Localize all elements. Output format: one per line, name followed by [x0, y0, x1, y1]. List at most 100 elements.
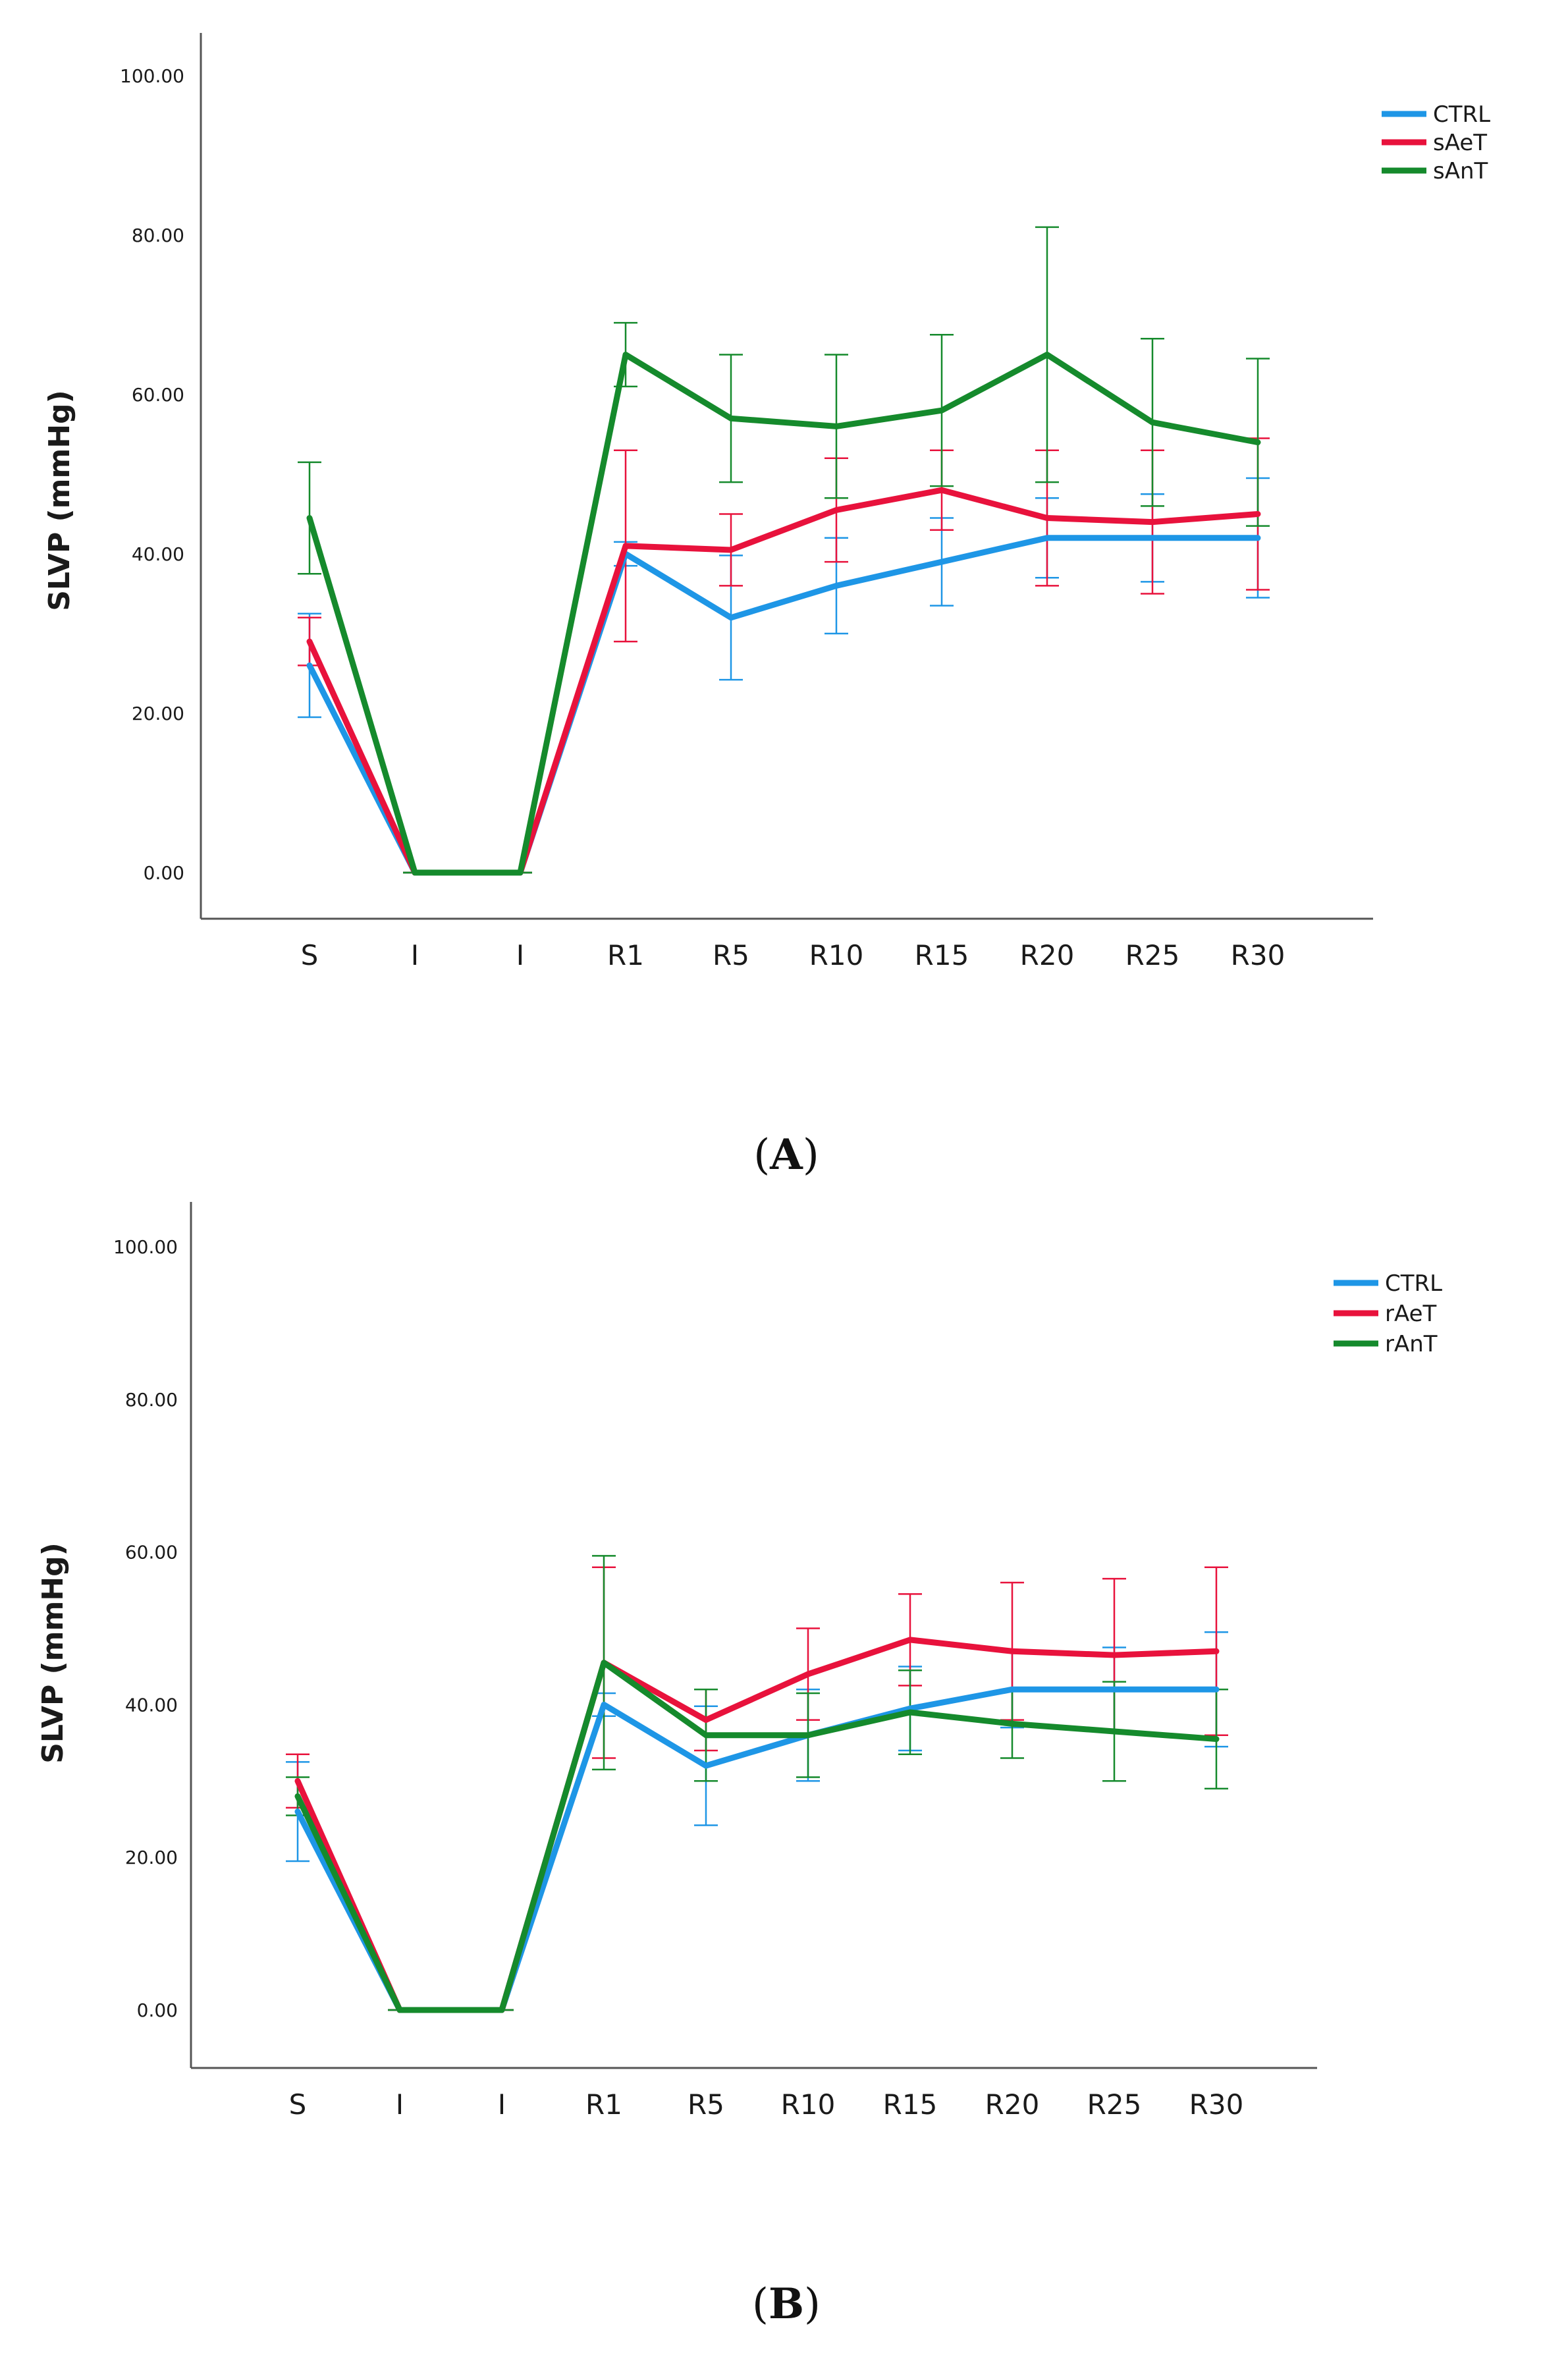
panel-b-x-tick-label: R15 — [883, 2088, 938, 2121]
panel-b-point-rant — [1216, 1738, 1217, 1740]
panel-b-point-raet — [705, 1719, 707, 1721]
panel-a-y-ticks: 0.00 20.00 40.00 60.00 80.00 100.00 — [120, 65, 184, 884]
panel-a-point-sant — [520, 872, 521, 873]
panel-b-legend-label: rAnT — [1385, 1331, 1438, 1357]
panel-b-point-raet — [1012, 1650, 1013, 1652]
panel-a-x-tick-label: S — [301, 939, 319, 971]
panel-a-point-saet — [836, 509, 837, 511]
panel-b-point-raet — [297, 1780, 298, 1782]
panel-b-line-rant — [294, 1660, 1220, 2013]
panel-a-x-tick-label: R10 — [809, 939, 864, 971]
panel-b-series-rant — [286, 1555, 1228, 2011]
panel-a-line-saet — [306, 487, 1261, 876]
panel-b-legend-item: rAeT — [1334, 1301, 1437, 1327]
panel-b-x-tick-label: I — [396, 2088, 404, 2121]
panel-b-point-ctrl — [705, 1765, 707, 1767]
panel-b-caption: (B) — [752, 2279, 821, 2329]
panel-a-point-saet — [625, 545, 626, 547]
panel-a-errorbars-sant — [298, 226, 1270, 874]
panel-a-point-saet — [730, 549, 732, 551]
panel-a-y-tick-label: 80.00 — [132, 225, 184, 246]
panel-a-legend-label: sAnT — [1433, 158, 1488, 184]
panel-a-y-tick-label: 0.00 — [144, 862, 184, 884]
panel-a-point-ctrl — [941, 561, 942, 563]
panel-b-y-axis-label: SLVP (mmHg) — [36, 1542, 70, 1764]
panel-b-errorbars-raet — [286, 1566, 1228, 2011]
panel-a-point-ctrl — [1257, 537, 1258, 539]
panel-b-legend-item: rAnT — [1334, 1331, 1438, 1357]
panel-a-point-sant — [1257, 441, 1258, 443]
panel-b: 0.00 20.00 40.00 60.00 80.00 100.00 S I I R1 R5 R1… — [36, 1202, 1442, 2329]
panel-b-point-ctrl — [297, 1810, 298, 1812]
panel-b-x-tick-label: I — [498, 2088, 506, 2121]
panel-b-line-raet — [294, 1637, 1220, 2013]
panel-a-point-sant — [1046, 354, 1048, 356]
panel-a-caption-letter: A — [769, 1130, 803, 1180]
panel-b-y-tick-label: 20.00 — [125, 1847, 178, 1868]
panel-b-point-rant — [297, 1795, 298, 1797]
panel-b-point-rant — [807, 1734, 809, 1736]
panel-b-point-rant — [501, 2009, 502, 2011]
panel-b-x-tick-label: R30 — [1189, 2088, 1244, 2121]
panel-a-point-saet — [1152, 521, 1153, 523]
panel-a-series-sant — [298, 226, 1270, 874]
panel-a-point-ctrl — [1046, 537, 1048, 539]
panel-b-y-tick-label: 100.00 — [113, 1236, 178, 1258]
panel-b-x-ticks: S I I R1 R5 R10 R15 R20 R25 R30 — [289, 2088, 1244, 2121]
panel-a-errorbars-saet — [298, 437, 1270, 874]
panel-a-x-tick-label: R20 — [1020, 939, 1075, 971]
panel-b-y-tick-label: 0.00 — [137, 1999, 178, 2021]
panel-b-point-raet — [807, 1673, 809, 1675]
panel-b-point-ctrl — [1216, 1689, 1217, 1691]
panel-b-point-ctrl — [603, 1704, 605, 1706]
panel-b-y-ticks: 0.00 20.00 40.00 60.00 80.00 100.00 — [113, 1236, 178, 2021]
panel-b-y-tick-label: 80.00 — [125, 1389, 178, 1411]
panel-b-x-tick-label: S — [289, 2088, 307, 2121]
panel-a-point-ctrl — [309, 665, 310, 666]
panel-a-x-tick-label: R30 — [1231, 939, 1285, 971]
panel-a-point-sant — [309, 517, 310, 519]
panel-b-point-rant — [603, 1662, 605, 1664]
panel-b-x-tick-label: R10 — [781, 2088, 836, 2121]
panel-b-y-tick-label: 40.00 — [125, 1694, 178, 1716]
panel-a-line-sant — [306, 352, 1261, 876]
panel-b-point-rant — [1012, 1723, 1013, 1725]
panel-b-legend: CTRL rAeT rAnT — [1334, 1270, 1442, 1357]
panel-b-point-raet — [1114, 1654, 1115, 1656]
panel-a-point-ctrl — [1152, 537, 1153, 539]
panel-a-point-ctrl — [836, 585, 837, 587]
panel-a-x-tick-label: R5 — [713, 939, 749, 971]
panel-a-x-tick-label: I — [516, 939, 524, 971]
panel-a-x-ticks: S I I R1 R5 R10 R15 R20 R25 R30 — [301, 939, 1285, 971]
panel-a-line-ctrl — [306, 535, 1261, 876]
panel-b-x-tick-label: R1 — [585, 2088, 622, 2121]
panel-a-caption: (A) — [753, 1130, 819, 1180]
panel-a-x-tick-label: R15 — [915, 939, 969, 971]
panel-a-point-saet — [1257, 513, 1258, 515]
panel-b-point-rant — [1114, 1730, 1115, 1732]
panel-a-point-saet — [941, 489, 942, 491]
panel-a-y-axis-label: SLVP (mmHg) — [43, 390, 76, 611]
panel-a-point-sant — [836, 425, 837, 427]
panel-b-point-rant — [705, 1734, 707, 1736]
panel-b-series-raet — [286, 1566, 1228, 2011]
panel-a-legend-item: CTRL — [1382, 101, 1490, 128]
panel-a-legend-label: sAeT — [1433, 130, 1487, 156]
panel-a-point-saet — [1046, 517, 1048, 519]
panel-a-legend-label: CTRL — [1433, 101, 1490, 128]
panel-a-x-tick-label: I — [411, 939, 419, 971]
panel-b-point-rant — [399, 2009, 400, 2011]
panel-b-y-tick-label: 60.00 — [125, 1542, 178, 1563]
panel-a-series-saet — [298, 437, 1270, 874]
panel-a: 0.00 20.00 40.00 60.00 80.00 100.00 S I I R1 R5 R1… — [43, 33, 1490, 1180]
panel-a-x-tick-label: R25 — [1125, 939, 1180, 971]
panel-a-series-group — [298, 226, 1270, 876]
panel-b-legend-item: CTRL — [1334, 1270, 1442, 1297]
panel-a-point-sant — [414, 872, 416, 873]
panel-a-legend-item: sAnT — [1382, 158, 1488, 184]
panel-a-point-sant — [941, 410, 942, 412]
panel-a-y-tick-label: 20.00 — [132, 703, 184, 724]
panel-b-x-tick-label: R5 — [688, 2088, 724, 2121]
